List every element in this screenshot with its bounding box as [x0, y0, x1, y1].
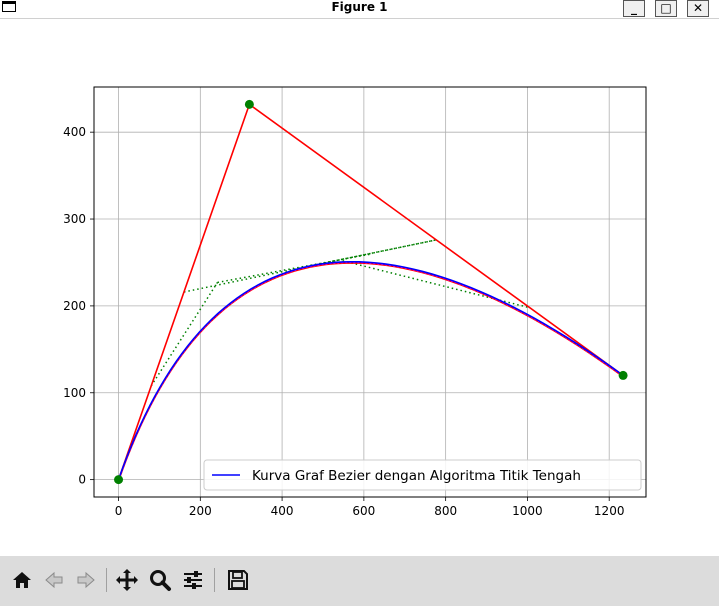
x-tick-label: 200 [189, 504, 212, 518]
x-tick-label: 0 [115, 504, 123, 518]
x-tick-label: 1000 [512, 504, 543, 518]
construction-line [150, 282, 219, 387]
forward-icon[interactable] [74, 568, 98, 592]
maximize-button[interactable]: □ [655, 0, 677, 17]
y-tick-label: 100 [63, 386, 86, 400]
minimize-button[interactable]: _ [623, 0, 645, 17]
toolbar-separator [106, 568, 107, 592]
bezier-curve-series [117, 261, 624, 481]
chart: 0 200 400 600 800 1000 1200 0 100 200 300 400 Kurva… [63, 86, 647, 518]
construction-line [217, 253, 373, 284]
legend: Kurva Graf Bezier dengan Algoritma Titik… [203, 459, 642, 491]
y-tick-label: 200 [63, 299, 86, 313]
figure-canvas: 0 200 400 600 800 1000 1200 0 100 200 300 400 Kurva… [0, 19, 719, 556]
control-point-marker [114, 475, 124, 485]
legend-box [203, 459, 642, 491]
home-icon[interactable] [10, 568, 34, 592]
control-point-marker [618, 370, 628, 380]
x-tick-label: 600 [352, 504, 375, 518]
ticks: 0 200 400 600 800 1000 1200 0 100 200 300 400 [63, 125, 624, 518]
toolbar-separator [214, 568, 215, 592]
bezier-curve-series [117, 260, 624, 480]
save-icon[interactable] [226, 568, 250, 592]
control-polygon [117, 103, 624, 480]
window-icon [2, 1, 16, 12]
x-tick-label: 1200 [594, 504, 625, 518]
configure-subplots-icon[interactable] [181, 568, 205, 592]
legend-label: Kurva Graf Bezier dengan Algoritma Titik… [252, 468, 581, 484]
construction-lines [150, 239, 530, 387]
construction-line [342, 260, 530, 309]
bezier-curve-series [117, 262, 624, 482]
y-tick-label: 0 [78, 473, 86, 487]
back-icon[interactable] [42, 568, 66, 592]
construction-line [309, 239, 437, 267]
window-titlebar: Figure 1 _ □ ✕ [0, 0, 719, 19]
x-tick-label: 800 [434, 504, 457, 518]
pan-icon[interactable] [115, 568, 139, 592]
close-button[interactable]: ✕ [687, 0, 709, 17]
grid [94, 87, 646, 497]
axes-frame [93, 86, 647, 498]
window-title: Figure 1 [331, 0, 388, 14]
control-point-markers [114, 99, 628, 485]
control-polygon-line [117, 103, 624, 480]
control-point-marker [244, 99, 254, 109]
navigation-toolbar [0, 556, 719, 606]
y-tick-label: 400 [63, 125, 86, 139]
x-tick-label: 400 [271, 504, 294, 518]
zoom-icon[interactable] [148, 568, 172, 592]
y-tick-label: 300 [63, 212, 86, 226]
curves [117, 260, 624, 482]
